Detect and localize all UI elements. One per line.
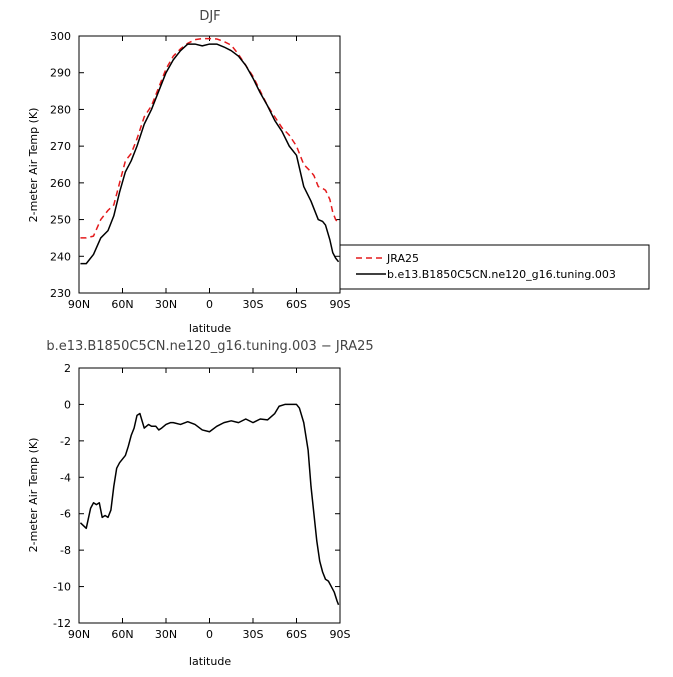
top-plot-area: 90N 60N 30N 0 30S 60S 90S 230 240 250 260 270 280 290… — [50, 30, 351, 311]
bottom-plot-frame — [78, 367, 341, 624]
top-x-tick-label: 60S — [286, 298, 307, 311]
bottom-x-tick-label: 60S — [286, 628, 307, 641]
bottom-y-tick-label: -10 — [53, 581, 71, 594]
bottom-y-tick-label: -8 — [60, 544, 71, 557]
bottom-y-tick-label: -2 — [60, 435, 71, 448]
bottom-x-tick-label: 60N — [111, 628, 133, 641]
bottom-y-tick-label: 0 — [64, 398, 71, 411]
top-x-axis-title: latitude — [189, 322, 231, 335]
top-x-tick-label: 30N — [155, 298, 177, 311]
top-panel-title: DJF — [199, 9, 220, 24]
top-x-tick-label: 30S — [243, 298, 264, 311]
bottom-x-tick-label: 30N — [155, 628, 177, 641]
bottom-y-tick-label: -12 — [53, 617, 71, 630]
legend-frame — [339, 244, 650, 290]
bottom-x-tick-label: 90S — [330, 628, 351, 641]
top-x-tick-label: 90N — [68, 298, 90, 311]
top-y-tick-label: 240 — [50, 250, 71, 263]
bottom-series-line-0 — [79, 403, 340, 606]
top-series-line-1 — [80, 43, 340, 265]
bottom-panel: b.e13.B1850C5CN.ne120_g16.tuning.003 − J… — [27, 339, 374, 668]
bottom-y-tick-label: -6 — [60, 508, 71, 521]
top-panel: DJF 90N 60N 30N 0 30S 60S 90S 230 240 250 260 270 28… — [27, 9, 650, 335]
bottom-x-axis-title: latitude — [189, 655, 231, 668]
bottom-panel-title: b.e13.B1850C5CN.ne120_g16.tuning.003 − J… — [46, 339, 373, 354]
top-y-tick-label: 300 — [50, 30, 71, 43]
bottom-plot-area: 90N 60N 30N 0 30S 60S 90S 2 0 -2 -4 -6 -8 -10 -12 — [53, 362, 350, 641]
legend-label-jra25: JRA25 — [386, 252, 419, 265]
bottom-y-tick-label: -4 — [60, 471, 71, 484]
top-x-tick-label: 60N — [111, 298, 133, 311]
top-y-tick-label: 270 — [50, 140, 71, 153]
top-y-tick-label: 280 — [50, 103, 71, 116]
bottom-x-tick-label: 90N — [68, 628, 90, 641]
top-y-tick-label: 260 — [50, 177, 71, 190]
bottom-x-tick-label: 0 — [206, 628, 213, 641]
top-y-tick-label: 250 — [50, 214, 71, 227]
top-x-tick-label: 90S — [330, 298, 351, 311]
legend-label-model: b.e13.B1850C5CN.ne120_g16.tuning.003 — [387, 268, 616, 281]
top-y-tick-label: 230 — [50, 287, 71, 300]
bottom-y-axis-title: 2-meter Air Temp (K) — [27, 438, 40, 553]
top-y-axis-title: 2-meter Air Temp (K) — [27, 108, 40, 223]
bottom-y-tick-label: 2 — [64, 362, 71, 375]
top-x-tick-label: 0 — [206, 298, 213, 311]
top-series-line-0 — [80, 37, 340, 239]
legend: JRA25 b.e13.B1850C5CN.ne120_g16.tuning.0… — [339, 244, 650, 290]
bottom-x-tick-label: 30S — [243, 628, 264, 641]
top-plot-frame — [78, 35, 341, 294]
top-y-tick-label: 290 — [50, 67, 71, 80]
